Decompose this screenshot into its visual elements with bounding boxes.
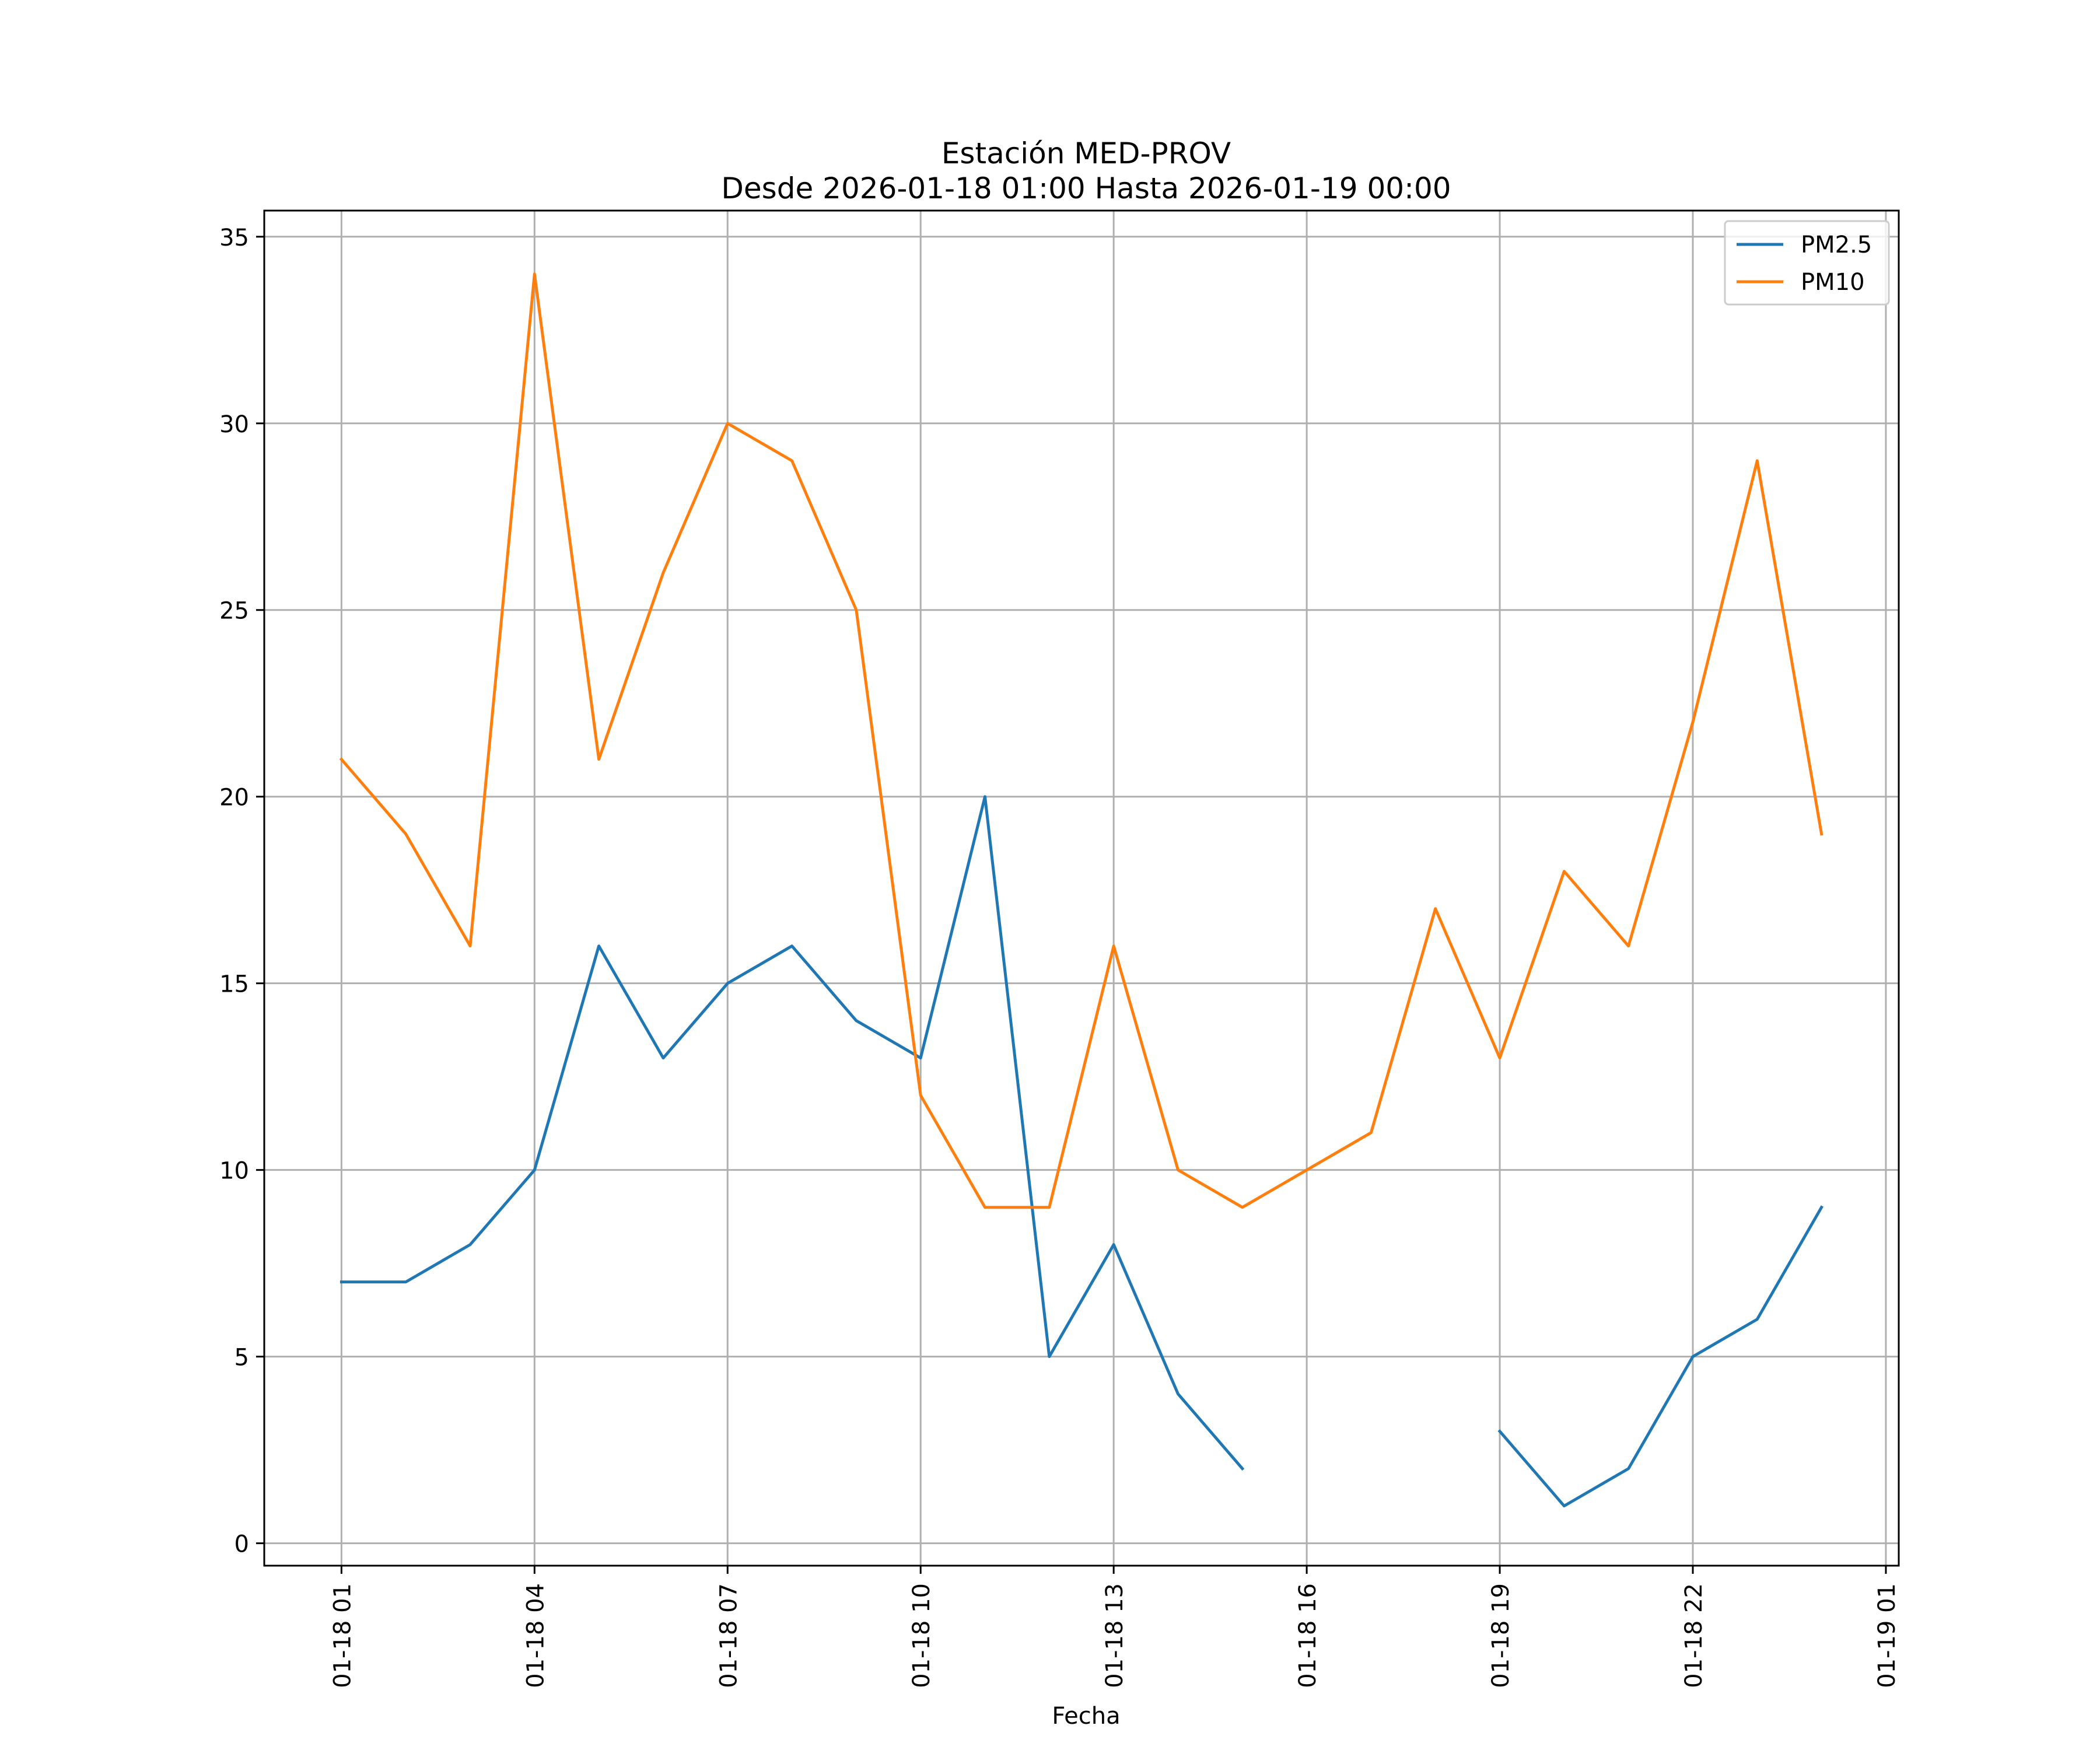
x-axis-label: Fecha [1052, 1703, 1120, 1730]
y-tick-label: 0 [235, 1531, 249, 1558]
x-tick-label: 01-18 19 [1488, 1583, 1514, 1688]
series-line-pm2-5 [1497, 1205, 1824, 1508]
x-tick-label: 01-18 10 [908, 1583, 935, 1688]
y-tick-label: 35 [219, 225, 249, 251]
x-tick-label: 01-18 13 [1101, 1583, 1128, 1688]
x-tick-label: 01-19 01 [1874, 1583, 1901, 1688]
chart-title-line2: Desde 2026-01-18 01:00 Hasta 2026-01-19 … [721, 172, 1451, 205]
y-tick-label: 20 [219, 785, 249, 811]
y-tick-label: 5 [235, 1345, 249, 1371]
y-tick-label: 15 [219, 971, 249, 998]
x-tick-label: 01-18 01 [329, 1583, 356, 1688]
y-tick-label: 25 [219, 598, 249, 625]
y-tick-label: 30 [219, 411, 249, 438]
axes-frame [263, 209, 1900, 1567]
axis-ticks: 0 5 10 15 20 25 30 35 01-18 01 01-18 04 01-18 07 01… [219, 225, 1901, 1688]
legend-label-pm2-5: PM2.5 [1801, 232, 1872, 258]
series-line-pm2-5 [340, 795, 1245, 1471]
legend: PM2.5 PM10 [1724, 220, 1890, 306]
series-line-pm10 [339, 272, 1824, 1209]
x-tick-label: 01-18 07 [715, 1583, 742, 1688]
grid [264, 211, 1899, 1566]
chart-title-line1: Estación MED-PROV [942, 136, 1231, 170]
y-tick-label: 10 [219, 1158, 249, 1185]
x-tick-label: 01-18 04 [522, 1583, 549, 1688]
legend-label-pm10: PM10 [1801, 269, 1865, 296]
legend-box [1724, 220, 1890, 306]
x-tick-label: 01-18 22 [1681, 1583, 1707, 1688]
series-lines [339, 272, 1824, 1508]
x-tick-label: 01-18 16 [1294, 1583, 1321, 1688]
